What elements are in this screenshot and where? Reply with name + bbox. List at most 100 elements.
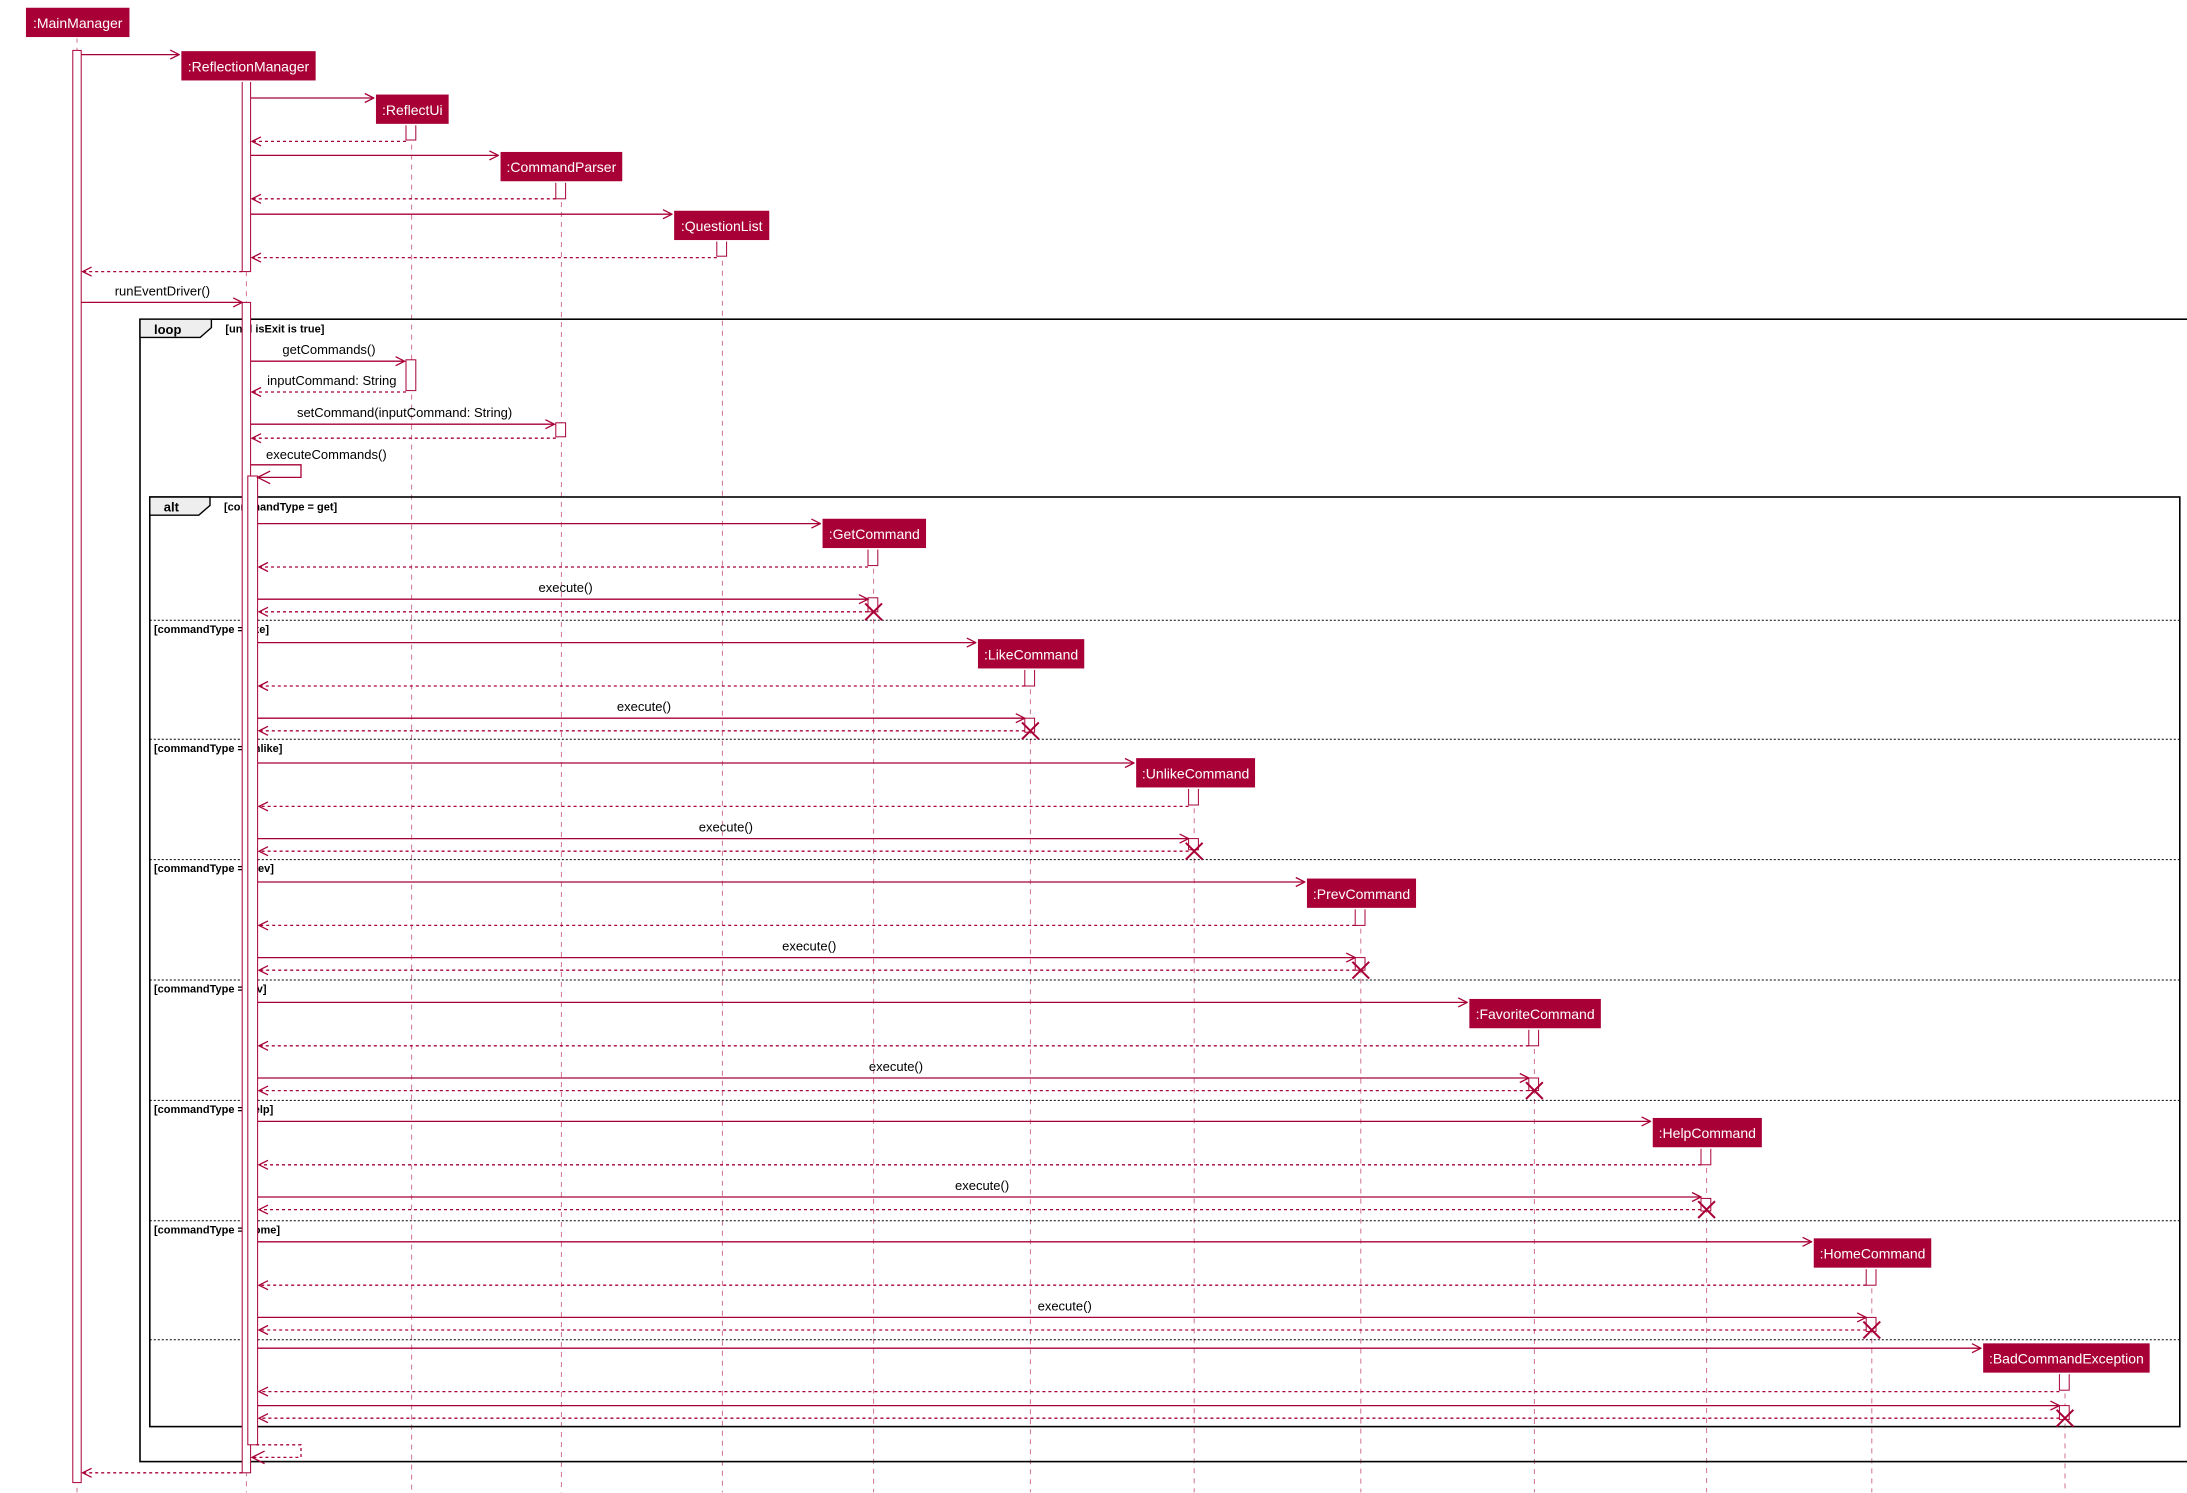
- participant-pc: :PrevCommand: [1305, 877, 1418, 910]
- activation-ql-8: [716, 240, 728, 257]
- activation-mm-0: [72, 49, 82, 1484]
- activation-ui-4: [405, 124, 417, 141]
- destroy-bce: [2055, 1409, 2075, 1428]
- participant-box-bce: [1981, 1341, 2152, 1375]
- msg-execute-hoc-label: execute(): [1038, 1298, 1092, 1313]
- msg-get-commands: getCommands(): [250, 342, 407, 367]
- msg-return-reflectui-head: [250, 136, 262, 147]
- msg-return-execute-hoc-head: [257, 1324, 269, 1336]
- msg-return-create-hc: [257, 1159, 1701, 1170]
- msg-return-set-command: [250, 433, 556, 444]
- alt-frame: alt [commandType = get]: [149, 496, 2181, 1428]
- msg-return-mainmanager: [81, 266, 243, 277]
- msg-execute-commands-label: executeCommands(): [266, 447, 387, 462]
- destroy-pc: [1351, 961, 1370, 980]
- msg-create-questionlist-head: [662, 209, 674, 220]
- participant-lc: :LikeCommand: [976, 637, 1086, 670]
- msg-execute-pc: execute(): [257, 939, 1357, 963]
- participant-label-hc: :HelpCommand: [1659, 1125, 1756, 1141]
- participant-cp: :CommandParser: [499, 150, 624, 183]
- msg-return-execute-hoc: [257, 1324, 1867, 1336]
- participant-ql: :QuestionList: [672, 209, 771, 242]
- msg-set-command-label: setCommand(inputCommand: String): [297, 405, 512, 420]
- destroy-fc: [1525, 1081, 1544, 1100]
- loop-frame-keyword: loop: [154, 322, 181, 337]
- activation-hc-19: [1700, 1147, 1712, 1166]
- msg-return-mainmanager-head: [81, 266, 92, 277]
- msg-execute-fc-label: execute(): [869, 1059, 923, 1074]
- msg-return-execute-lc: [257, 725, 1025, 736]
- msg-execute-fc-head: [1519, 1072, 1531, 1084]
- msg-execute-gc: execute(): [257, 580, 870, 605]
- destroy-hc: [1697, 1200, 1716, 1219]
- participant-box-fc: [1467, 997, 1603, 1030]
- activation-rm-1: [241, 80, 252, 273]
- msg-execute-commands: executeCommands(): [250, 447, 387, 485]
- participant-label-gc: :GetCommand: [829, 526, 920, 542]
- participant-gc: :GetCommand: [821, 517, 928, 550]
- msg-return-create-pc: [257, 920, 1356, 931]
- msg-execute-hc-label: execute(): [955, 1178, 1009, 1193]
- msg-return-execute-uc: [257, 846, 1189, 857]
- msg-return-create-hoc: [257, 1280, 1867, 1291]
- msg-set-command-head: [545, 419, 556, 430]
- msg-return-commandparser: [250, 193, 556, 204]
- msg-create-gc-head: [811, 518, 822, 529]
- activation-bce-23: [2058, 1372, 2070, 1391]
- alt-guard-1: [commandType = like]: [154, 624, 269, 636]
- alt-frame-keyword: alt: [164, 500, 180, 515]
- msg-run-event-driver-head: [232, 297, 244, 308]
- msg-execute-fc: execute(): [257, 1059, 1531, 1084]
- msg-create-reflectionmanager: [81, 49, 181, 60]
- msg-execute-uc-head: [1179, 833, 1191, 844]
- alt-frame-tab: [149, 496, 211, 516]
- activation-uc-13: [1188, 787, 1199, 806]
- activation-cp-7: [555, 422, 567, 438]
- participant-box-pc: [1305, 877, 1418, 910]
- participant-label-fc: :FavoriteCommand: [1476, 1006, 1595, 1022]
- participant-label-ui: :ReflectUi: [382, 102, 443, 118]
- msg-return-questionlist: [250, 252, 717, 263]
- msg-create-fc-head: [1457, 997, 1469, 1008]
- msg-create-hc-head: [1641, 1116, 1653, 1127]
- msg-return-execute-hc: [257, 1204, 1701, 1215]
- loop-frame-guard: [until isExit is true]: [225, 324, 324, 336]
- participant-label-uc: :UnlikeCommand: [1142, 765, 1249, 781]
- msg-return-create-lc: [257, 680, 1025, 692]
- participant-box-lc: [976, 637, 1086, 670]
- participant-label-rm: :ReflectionManager: [188, 58, 310, 74]
- participant-box-rm: [179, 49, 318, 82]
- msg-execute-lc-label: execute(): [617, 699, 671, 714]
- loop-frame: loop [until isExit is true]: [139, 318, 2187, 1463]
- participant-box-hc: [1651, 1116, 1764, 1149]
- participant-box-cp: [499, 150, 624, 183]
- msg-execute-gc-head: [858, 594, 870, 605]
- msg-create-gc: [257, 518, 822, 529]
- msg-return-execute-pc-head: [257, 965, 269, 976]
- destroy-lc: [1021, 721, 1040, 740]
- participant-box-ql: [672, 209, 771, 242]
- msg-input-command-head: [250, 386, 262, 398]
- activation-hoc-21: [1865, 1267, 1877, 1286]
- msg-return-execute-pc: [257, 965, 1356, 976]
- msg-execute-pc-head: [1345, 952, 1357, 963]
- destroy-hoc: [1862, 1320, 1881, 1340]
- msg-create-reflectui-head: [364, 92, 376, 104]
- msg-return-create-bce: [257, 1386, 2060, 1397]
- msg-return-run-event-driver-head: [81, 1467, 92, 1478]
- msg-return-create-bce-head: [257, 1386, 269, 1397]
- msg-create-uc: [257, 757, 1136, 769]
- participant-label-mm: :MainManager: [33, 15, 123, 31]
- msg-return-questionlist-head: [250, 252, 262, 263]
- msg-return-create-gc-head: [257, 561, 269, 573]
- msg-create-commandparser: [250, 150, 500, 161]
- msg-create-bce-head: [1971, 1343, 1983, 1354]
- msg-return-commandparser-head: [250, 193, 262, 204]
- participant-box-gc: [821, 517, 928, 550]
- participant-label-hoc: :HomeCommand: [1820, 1246, 1926, 1262]
- msg-create-reflectionmanager-head: [169, 49, 181, 60]
- participant-ui: :ReflectUi: [374, 93, 451, 126]
- msg-create-hoc: [257, 1236, 1814, 1247]
- participant-bce: :BadCommandException: [1981, 1341, 2152, 1375]
